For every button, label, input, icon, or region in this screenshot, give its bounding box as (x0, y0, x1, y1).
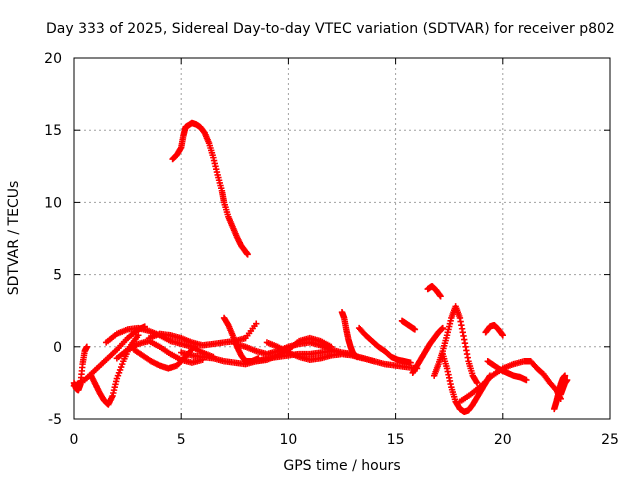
series-arc-high (169, 119, 251, 258)
y-tick-labels: -5 0 5 10 15 20 (44, 51, 62, 428)
x-tick-label: 15 (387, 432, 405, 448)
y-tick-label: 5 (53, 268, 62, 284)
series-arc-k (253, 334, 335, 365)
series-arc-v (482, 321, 506, 339)
y-tick-label: 20 (44, 51, 62, 67)
axis-ticks (73, 57, 611, 420)
series-arc-z (557, 376, 571, 398)
data-point (253, 320, 260, 327)
y-tick-label: 15 (44, 123, 62, 139)
data-point (563, 376, 571, 384)
data-point (473, 379, 481, 387)
x-tick-label: 10 (279, 432, 297, 448)
series-arc-q (409, 324, 446, 376)
data-point (437, 293, 444, 300)
data-point (244, 251, 251, 258)
data-point (328, 343, 335, 350)
series-arc-r (424, 282, 444, 300)
series-arc-s (430, 303, 481, 387)
data-point (523, 376, 530, 384)
x-tick-label: 0 (70, 432, 79, 448)
plot-frame (73, 57, 611, 420)
x-tick-label: 20 (494, 432, 512, 448)
data-point (83, 343, 91, 350)
data-point (411, 326, 419, 333)
x-tick-labels: 0 5 10 15 20 25 (70, 432, 619, 448)
series-arc-n (355, 324, 414, 366)
chart-title: Day 333 of 2025, Sidereal Day-to-day VTE… (46, 21, 615, 37)
series-arc-w (484, 358, 530, 384)
y-tick-label: 10 (44, 195, 62, 211)
x-tick-label: 5 (177, 432, 186, 448)
series-arc-p (398, 317, 419, 333)
data-series (70, 119, 571, 415)
data-point (135, 332, 142, 339)
data-point (439, 324, 446, 332)
data-point (561, 372, 569, 379)
x-axis-label: GPS time / hours (283, 458, 400, 474)
y-axis-label: SDTVAR / TECUs (6, 181, 22, 296)
x-tick-label: 25 (601, 432, 619, 448)
y-tick-label: 0 (53, 340, 62, 356)
y-tick-label: -5 (48, 412, 62, 428)
data-point (499, 332, 506, 339)
series-arc-g (145, 320, 260, 349)
